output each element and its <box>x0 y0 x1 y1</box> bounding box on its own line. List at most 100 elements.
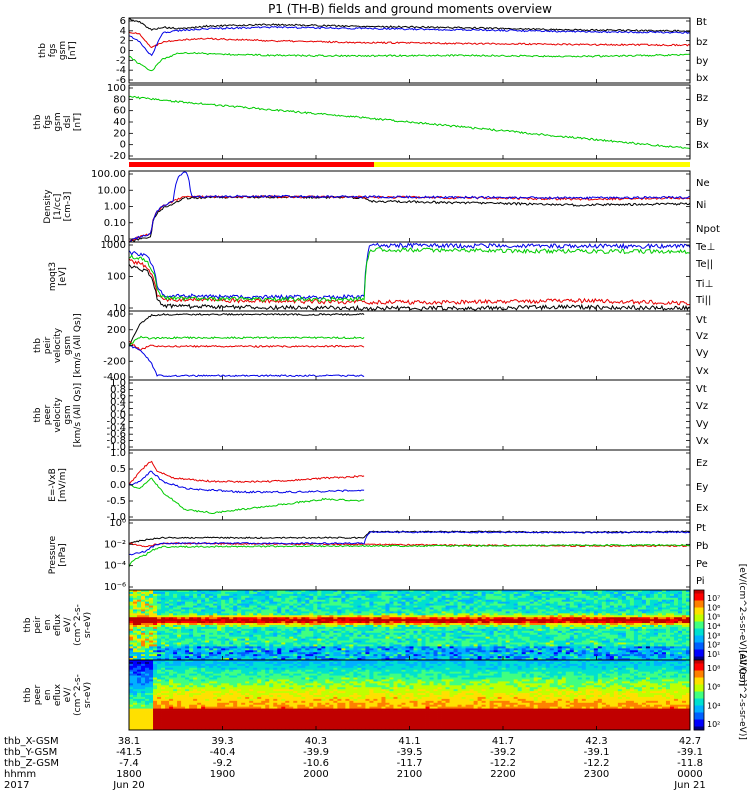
series-Vt <box>129 312 365 346</box>
lines-6 <box>129 460 365 514</box>
panel-density: 100.00 10.00 1.00 0.10 0.01 Ne Ni Npot Density [1… <box>43 169 720 245</box>
y-tick-label: 1000 <box>101 240 126 251</box>
series-bx <box>129 25 690 57</box>
x-axis-value: -11.7 <box>397 758 423 769</box>
panel-pressure: 10⁰ 10⁻² 10⁻⁴ 10⁻⁶ Pt Pb Pe Pi Pressure [nPa] <box>48 518 708 593</box>
y-axis-label: thb fgs gsm [nT] <box>38 41 78 60</box>
series-Ti⊥ <box>129 242 690 301</box>
colorbar-tick: 10⁴ <box>707 701 720 710</box>
x-axis-row-label: thb_Y-GSM <box>4 747 57 758</box>
y-axis-label: moqt3 [eV] <box>48 262 68 291</box>
panel-frame <box>128 170 691 243</box>
y-tick-label: 0 <box>120 341 126 352</box>
series-Ey <box>129 477 365 514</box>
y-label-line: peer <box>43 404 53 425</box>
y-tick-label: -1.0 <box>106 442 126 453</box>
series-Te⊥ <box>129 258 690 306</box>
y-tick-label: -20 <box>110 151 126 162</box>
legend-Vx: Vx <box>696 436 709 447</box>
y-tick-label: 0.4 <box>110 397 126 408</box>
x-axis-value: Jun 21 <box>673 780 706 791</box>
y-label-line: eflux <box>53 613 63 636</box>
y-label-line: thb <box>23 617 33 632</box>
series-bz <box>129 31 690 49</box>
y-axis-label: E=-VxB [mV/m] <box>48 468 68 502</box>
y-tick-label: 100.00 <box>91 169 126 180</box>
lines-7 <box>129 530 690 568</box>
x-axis-value: 38.1 <box>118 736 140 747</box>
y-tick-label: 100 <box>107 83 126 94</box>
series-Bt <box>129 18 690 33</box>
spectrogram-9 <box>129 660 690 730</box>
y-label-line: fgs <box>43 115 53 129</box>
series-Vz <box>129 340 365 351</box>
panel-frame <box>128 379 691 451</box>
x-axis-value: -12.2 <box>584 758 610 769</box>
y-label-line: [1/cc] <box>53 194 63 220</box>
panel-temperature: 1000 100 10 Te⊥ Te|| Ti⊥ Ti|| moqt3 [eV] <box>48 240 715 314</box>
y-label-line: sr-eV) <box>83 682 93 708</box>
y-label-line: eV/ <box>63 617 73 633</box>
y-tick-label: -0.6 <box>106 429 126 440</box>
colorbar-label: [eV/(cm^2-s-sr-eV)] <box>737 650 747 740</box>
colorbar-tick: 10³ <box>707 631 720 640</box>
spectrogram-8 <box>129 590 690 660</box>
lines-1 <box>129 95 690 150</box>
y-tick-label: 400 <box>107 309 126 320</box>
x-axis-value: -10.6 <box>303 758 329 769</box>
legend-Vz: Vz <box>696 331 708 342</box>
y-label-line: gsm <box>53 112 63 131</box>
y-axis-label: Density [1/cc] [cm-3] <box>43 189 73 224</box>
y-label-line: peir <box>43 336 53 354</box>
legend-Pe: Pe <box>696 559 708 570</box>
y-tick-label: -0.2 <box>106 416 126 427</box>
x-axis-value: 2000 <box>303 769 328 780</box>
colorbar-tick: 10⁶ <box>707 603 720 612</box>
y-label-line: thb <box>33 407 43 422</box>
y-label-line: en <box>43 689 53 700</box>
colorbar-9: 10⁸ 10⁶ 10⁴ 10² [eV/(cm^2-s-sr-eV)] <box>693 650 747 740</box>
y-tick-label: 0.10 <box>104 218 126 229</box>
legend-Vy: Vy <box>696 348 709 359</box>
lines-4 <box>129 312 365 378</box>
series-Pi <box>129 530 690 556</box>
y-tick-label: 10⁻⁶ <box>104 582 126 593</box>
legend-Vy: Vy <box>696 419 709 430</box>
series-by <box>129 51 690 72</box>
y-tick-label: 2 <box>120 36 126 47</box>
series-Ex <box>129 470 365 494</box>
y-label-line: velocity <box>53 327 63 363</box>
y-tick-label: 0.01 <box>104 234 126 245</box>
colorbar-tick: 10⁸ <box>707 664 720 673</box>
lines-3 <box>129 242 690 311</box>
series-Pt <box>129 530 690 544</box>
y-label-line: [cm-3] <box>63 192 73 222</box>
series-Pe <box>129 543 690 568</box>
y-tick-label: 0.5 <box>110 464 126 475</box>
y-label-line: [eV] <box>58 267 68 286</box>
legend-Pt: Pt <box>696 523 706 534</box>
y-tick-label: -200 <box>103 356 126 367</box>
colorbar-label: [eV/(cm^2-s-sr-eV)(All Qs)] <box>737 564 747 687</box>
series-Ti|| <box>129 247 690 302</box>
x-axis-value: -7.4 <box>119 758 139 769</box>
x-axis-value: -40.4 <box>210 747 236 758</box>
y-label-line: gsm <box>63 405 73 424</box>
x-axis-row-label: hhmm <box>4 769 36 780</box>
legend-by: by <box>696 56 708 67</box>
colorbar-tick: 10² <box>707 720 720 729</box>
legend-Bt: Bt <box>696 17 707 28</box>
y-label-line: (cm^2-s- <box>73 674 83 716</box>
series-Vy <box>129 335 365 346</box>
mode-bar <box>129 162 690 167</box>
x-axis-value: 40.3 <box>305 736 327 747</box>
lines-2 <box>129 171 690 242</box>
legend-Ex: Ex <box>696 503 708 514</box>
x-axis-value: 42.7 <box>679 736 701 747</box>
figure-title: P1 (TH-B) fields and ground moments over… <box>268 2 552 16</box>
y-label-line: fgs <box>48 43 58 57</box>
